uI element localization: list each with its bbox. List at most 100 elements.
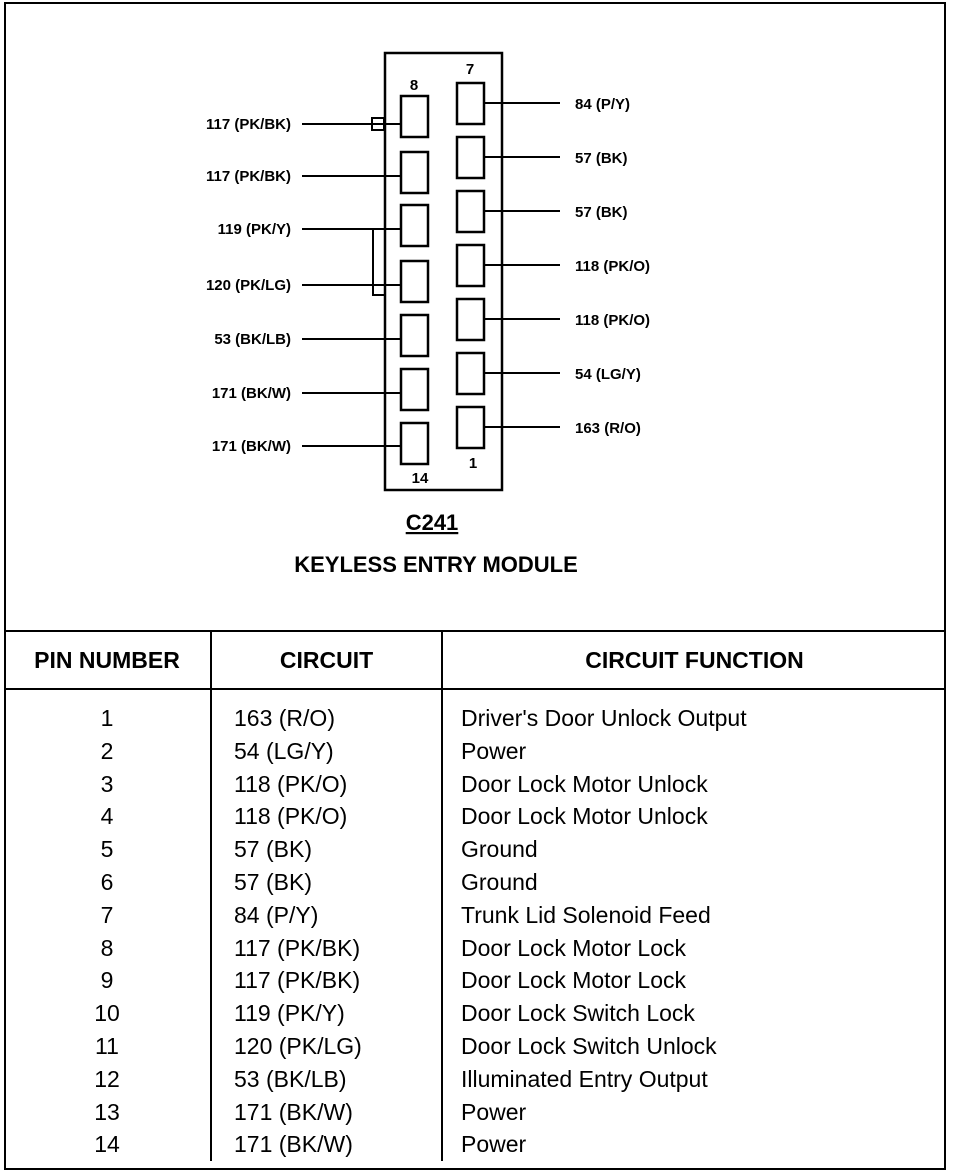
pin-number: 6 — [100, 868, 114, 895]
pin-cavity — [399, 367, 430, 412]
circuit: 171 (BK/W) — [210, 1128, 442, 1162]
connector-diagram: 8 7 14 1 117 (PK/BK) 117 (PK/BK) 119 (PK/Y… — [206, 51, 650, 577]
pin-number: 2 — [100, 737, 114, 764]
circuit: 118 (PK/O) — [210, 767, 442, 801]
wire-label-left: 171 (BK/W) — [212, 438, 291, 455]
pin-number: 8 — [100, 934, 114, 961]
circuit: 57 (BK) — [210, 865, 442, 899]
pin-number: 4 — [100, 803, 114, 830]
pin-cavity — [399, 421, 430, 466]
pin-number: 13 — [94, 1098, 120, 1125]
circuit-function: Ground — [441, 833, 946, 866]
table-row: 14 171 (BK/W) Power — [4, 1128, 946, 1162]
pin-label-14: 14 — [412, 470, 429, 487]
wire-label-right: 118 (PK/O) — [575, 312, 650, 329]
pin-number: 12 — [94, 1065, 120, 1092]
pin-number: 11 — [95, 1032, 119, 1059]
pin-label-1: 1 — [469, 455, 477, 472]
pin-cavity — [455, 351, 486, 396]
pin-cavity — [399, 94, 430, 139]
wire-label-left: 120 (PK/LG) — [206, 277, 291, 294]
pin-cavity — [455, 189, 486, 234]
table-row: 11 120 (PK/LG) Door Lock Switch Unlock — [4, 1029, 946, 1063]
circuit-function: Door Lock Switch Unlock — [441, 1029, 946, 1063]
circuit: 120 (PK/LG) — [210, 1029, 442, 1063]
circuit: 57 (BK) — [210, 833, 442, 866]
table-row: 2 54 (LG/Y) Power — [4, 734, 946, 768]
circuit-function: Illuminated Entry Output — [441, 1062, 946, 1096]
table-row: 8 117 (PK/BK) Door Lock Motor Lock — [4, 931, 946, 965]
circuit: 118 (PK/O) — [210, 800, 442, 834]
table-header: PIN NUMBER CIRCUIT CIRCUIT FUNCTION — [4, 630, 946, 690]
header-circuit-function: CIRCUIT FUNCTION — [441, 630, 946, 690]
pin-label-7: 7 — [466, 61, 474, 78]
circuit: 84 (P/Y) — [210, 898, 442, 932]
circuit-function: Power — [441, 734, 946, 768]
table-row: 6 57 (BK) Ground — [4, 865, 946, 899]
wire-label-right: 163 (R/O) — [575, 420, 641, 437]
pin-number: 14 — [94, 1131, 120, 1158]
pin-number: 1 — [100, 705, 114, 731]
pin-cavity — [399, 203, 430, 248]
circuit: 53 (BK/LB) — [210, 1062, 442, 1096]
pin-number: 5 — [100, 836, 114, 863]
circuit-function: Door Lock Motor Lock — [441, 964, 946, 998]
pinout-table: PIN NUMBER CIRCUIT CIRCUIT FUNCTION 1 163… — [4, 630, 946, 1162]
pin-number: 3 — [100, 770, 114, 797]
table-row: 10 119 (PK/Y) Door Lock Switch Lock — [4, 997, 946, 1030]
circuit-function: Trunk Lid Solenoid Feed — [441, 898, 946, 932]
circuit: 119 (PK/Y) — [210, 997, 442, 1030]
pin-number: 10 — [94, 1000, 120, 1027]
circuit-function: Door Lock Motor Unlock — [441, 767, 946, 801]
table-row: 13 171 (BK/W) Power — [4, 1095, 946, 1129]
frame-border — [4, 2, 946, 1170]
pin-cavity — [455, 297, 486, 342]
pin-cavity — [399, 259, 430, 304]
table-row: 3 118 (PK/O) Door Lock Motor Unlock — [4, 767, 946, 801]
module-title: KEYLESS ENTRY MODULE — [294, 552, 578, 577]
pin-cavity — [455, 405, 486, 450]
wire-label-left: 53 (BK/LB) — [214, 331, 291, 348]
wire-label-right: 84 (P/Y) — [575, 96, 630, 113]
circuit: 171 (BK/W) — [210, 1095, 442, 1129]
circuit: 163 (R/O) — [210, 689, 442, 735]
table-row: 4 118 (PK/O) Door Lock Motor Unlock — [4, 800, 946, 834]
circuit-function: Driver's Door Unlock Output — [441, 689, 946, 735]
circuit: 117 (PK/BK) — [210, 964, 442, 998]
circuit: 54 (LG/Y) — [210, 734, 442, 768]
pin-cavity — [455, 81, 486, 126]
connector-housing — [383, 51, 504, 492]
table-row: 12 53 (BK/LB) Illuminated Entry Output — [4, 1062, 946, 1096]
circuit: 117 (PK/BK) — [210, 931, 442, 965]
wire-label-left: 119 (PK/Y) — [218, 221, 291, 238]
connector-id: C241 — [406, 510, 459, 535]
wire-label-right: 57 (BK) — [575, 204, 628, 221]
pin-cavity — [399, 150, 430, 195]
wire-label-right: 57 (BK) — [575, 150, 628, 167]
wire-label-left: 117 (PK/BK) — [206, 116, 291, 133]
pin-number: 7 — [100, 901, 114, 928]
table-row: 7 84 (P/Y) Trunk Lid Solenoid Feed — [4, 898, 946, 932]
header-circuit: CIRCUIT — [210, 630, 442, 690]
pin-number: 9 — [100, 967, 114, 994]
wire-label-left: 171 (BK/W) — [212, 385, 291, 402]
table-row: 9 117 (PK/BK) Door Lock Motor Lock — [4, 964, 946, 998]
wire-label-left: 117 (PK/BK) — [206, 168, 291, 185]
table-row: 1 163 (R/O) Driver's Door Unlock Output — [4, 689, 946, 735]
splice-marker — [371, 117, 385, 131]
circuit-function: Door Lock Switch Lock — [441, 997, 946, 1030]
pin-cavity — [455, 243, 486, 288]
circuit-function: Power — [441, 1128, 946, 1162]
circuit-function: Power — [441, 1095, 946, 1129]
wire-label-right: 54 (LG/Y) — [575, 366, 641, 383]
circuit-function: Door Lock Motor Unlock — [441, 800, 946, 834]
pin-cavity — [455, 135, 486, 180]
table-row: 5 57 (BK) Ground — [4, 833, 946, 866]
header-pin-number: PIN NUMBER — [4, 630, 211, 690]
pin-label-8: 8 — [410, 77, 418, 94]
circuit-function: Ground — [441, 865, 946, 899]
jumper-wire — [372, 228, 385, 296]
pin-cavity — [399, 313, 430, 358]
circuit-function: Door Lock Motor Lock — [441, 931, 946, 965]
